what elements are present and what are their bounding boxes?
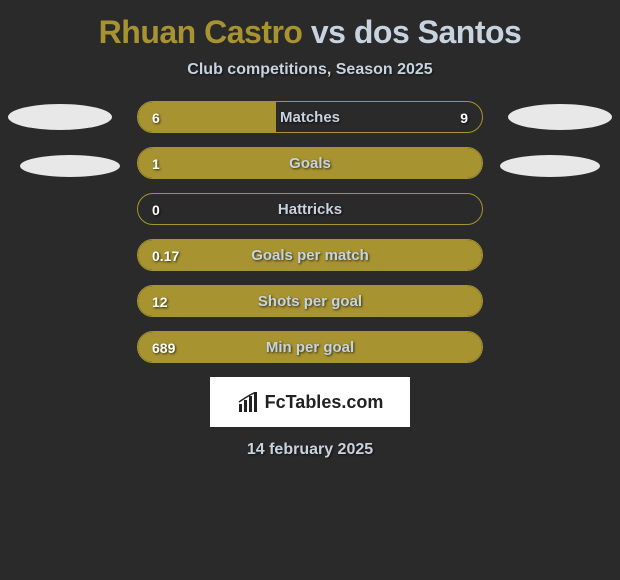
stat-left-value: 1 [152, 148, 160, 179]
stats-container: Matches6 9 Goals1 Hattricks0 Goals per match… [0, 101, 620, 363]
page-title: Rhuan Castro vs dos Santos [0, 0, 620, 55]
decor-ellipse [20, 155, 120, 177]
stat-label: Hattricks [138, 194, 482, 225]
vs-conjunction: vs [311, 14, 346, 50]
stat-row: Shots per goal12 [137, 285, 483, 317]
stat-label: Matches [138, 102, 482, 133]
player1-name: Rhuan Castro [99, 14, 303, 50]
player2-name: dos Santos [354, 14, 521, 50]
stat-row: Goals per match0.17 [137, 239, 483, 271]
stat-row: Min per goal689 [137, 331, 483, 363]
decor-ellipse [8, 104, 112, 130]
stat-left-value: 0 [152, 194, 160, 225]
stat-label: Goals [138, 148, 482, 179]
chart-icon [237, 392, 261, 412]
stat-left-value: 12 [152, 286, 168, 317]
stat-row: Matches6 9 [137, 101, 483, 133]
stat-label: Min per goal [138, 332, 482, 363]
stat-row: Goals1 [137, 147, 483, 179]
stat-right-value: 9 [460, 102, 468, 133]
stat-label: Shots per goal [138, 286, 482, 317]
stat-label: Goals per match [138, 240, 482, 271]
logo: FcTables.com [237, 392, 384, 413]
subtitle: Club competitions, Season 2025 [0, 61, 620, 79]
stat-left-value: 6 [152, 102, 160, 133]
date-line: 14 february 2025 [0, 441, 620, 459]
stat-left-value: 0.17 [152, 240, 179, 271]
decor-ellipse [508, 104, 612, 130]
decor-ellipse [500, 155, 600, 177]
stat-left-value: 689 [152, 332, 175, 363]
logo-box: FcTables.com [210, 377, 410, 427]
logo-text: FcTables.com [265, 392, 384, 413]
stat-row: Hattricks0 [137, 193, 483, 225]
